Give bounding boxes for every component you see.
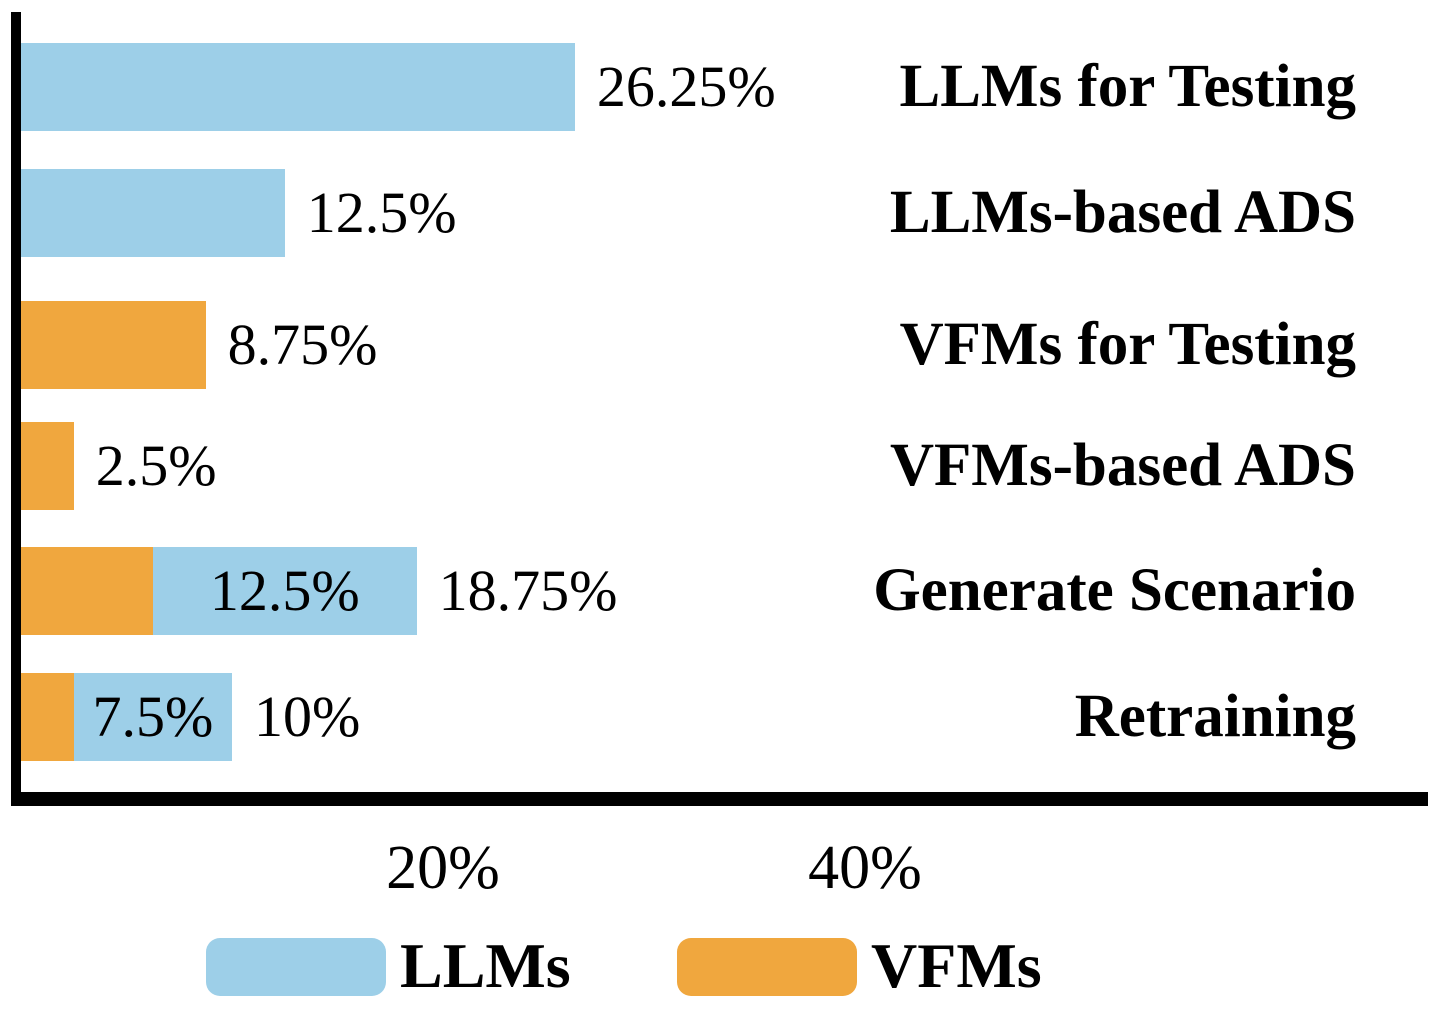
segment-value-label: 12.5% (209, 558, 360, 623)
y-axis-line (11, 12, 21, 806)
category-label-generate-scenario: Generate Scenario (873, 557, 1356, 624)
legend-label-vfms: VFMs (871, 930, 1042, 1001)
total-value-label-generate-scenario: 18.75% (438, 558, 618, 623)
x-tick-20: 20% (386, 834, 500, 902)
bar-vfms-based-ads-vfms (21, 422, 74, 510)
bar-retraining-llms: 7.5% (73, 673, 232, 761)
bar-vfms-for-testing-vfms (21, 301, 206, 389)
total-value-label-vfms-based-ads: 2.5% (95, 433, 217, 498)
x-axis-line (11, 792, 1428, 806)
legend-swatch-vfms (677, 938, 857, 996)
category-label-vfms-for-testing: VFMs for Testing (899, 311, 1356, 378)
legend-label-llms: LLMs (400, 930, 571, 1001)
bar-llms-for-testing-llms (21, 43, 575, 131)
category-label-llms-for-testing: LLMs for Testing (899, 53, 1356, 120)
total-value-label-llms-based-ads: 12.5% (306, 180, 457, 245)
category-label-llms-based-ads: LLMs-based ADS (889, 179, 1356, 246)
segment-value-label: 7.5% (92, 684, 214, 749)
category-label-retraining: Retraining (1074, 683, 1356, 750)
total-value-label-retraining: 10% (254, 684, 361, 749)
bar-retraining-vfms (21, 673, 74, 761)
x-tick-40: 40% (808, 834, 922, 902)
total-value-label-llms-for-testing: 26.25% (596, 54, 776, 119)
bar-llms-based-ads-llms (21, 169, 285, 257)
legend-swatch-llms (206, 938, 386, 996)
total-value-label-vfms-for-testing: 8.75% (227, 312, 378, 377)
bar-generate-scenario-llms: 12.5% (152, 547, 417, 635)
bar-generate-scenario-vfms (21, 547, 153, 635)
category-label-vfms-based-ads: VFMs-based ADS (889, 432, 1356, 499)
